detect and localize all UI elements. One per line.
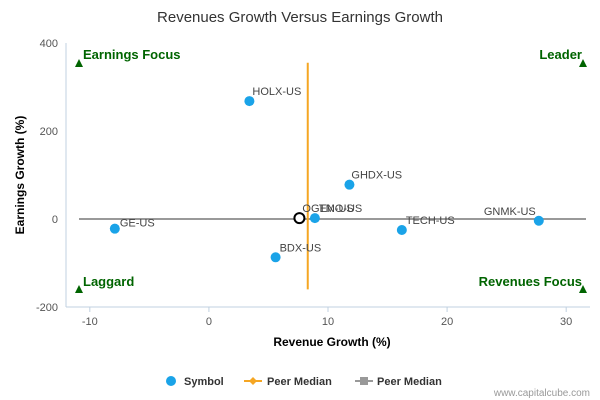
focus-point-label: OGEN-US bbox=[302, 203, 353, 215]
data-point bbox=[244, 96, 255, 107]
quadrant-labels: Earnings Focus Leader Laggard Revenues F… bbox=[75, 47, 587, 293]
focus-point bbox=[293, 212, 306, 225]
legend-peer-median-diamond bbox=[249, 377, 257, 385]
data-label: GE-US bbox=[120, 218, 155, 230]
legend: Symbol Peer Median Peer Median bbox=[166, 376, 442, 388]
legend-item-peer-median-vertical[interactable]: Peer Median bbox=[244, 376, 332, 388]
data-label: TMO-US bbox=[319, 203, 362, 215]
data-point bbox=[533, 215, 544, 226]
legend-peer-median-label-2: Peer Median bbox=[377, 376, 442, 388]
data-label: HOLX-US bbox=[252, 86, 301, 98]
quadrant-label-revenues-focus: Revenues Focus bbox=[479, 274, 582, 289]
x-tick-label: 30 bbox=[560, 316, 572, 328]
plot-area bbox=[65, 43, 590, 308]
credit: www.capitalcube.com bbox=[493, 388, 590, 399]
legend-item-peer-median-horizontal[interactable]: Peer Median bbox=[355, 376, 442, 388]
quadrant-label-leader: Leader bbox=[539, 47, 582, 62]
data-point bbox=[396, 225, 407, 235]
y-tick-label: 400 bbox=[40, 38, 58, 50]
legend-peer-median-square bbox=[360, 377, 368, 385]
y-axis-title: Earnings Growth (%) bbox=[13, 116, 27, 235]
y-tick-label: 0 bbox=[52, 214, 58, 226]
x-tick-label: 0 bbox=[206, 316, 212, 328]
data-label: BDX-US bbox=[280, 242, 322, 254]
data-point bbox=[344, 179, 355, 190]
x-axis: -10 0 10 20 30 bbox=[82, 307, 572, 328]
y-tick-label: 200 bbox=[40, 126, 58, 138]
peer-median-lines bbox=[79, 62, 586, 290]
x-tick-label: 10 bbox=[322, 316, 334, 328]
data-points: HOLX-US GHDX-US TMO-US GE-US BDX-US TECH-US GN… bbox=[109, 86, 544, 263]
legend-peer-median-label: Peer Median bbox=[267, 376, 332, 388]
quadrant-marker-bottom-right bbox=[579, 285, 587, 293]
quadrant-label-earnings-focus: Earnings Focus bbox=[83, 47, 181, 62]
data-label: GHDX-US bbox=[351, 170, 402, 182]
legend-symbol-label: Symbol bbox=[184, 376, 224, 388]
quadrant-marker-bottom-left bbox=[75, 285, 83, 293]
x-tick-label: -10 bbox=[82, 316, 98, 328]
data-point bbox=[270, 252, 281, 263]
quadrant-marker-top-right bbox=[579, 59, 587, 67]
quadrant-marker-top-left bbox=[75, 59, 83, 67]
data-label: TECH-US bbox=[406, 215, 455, 227]
data-label: GNMK-US bbox=[484, 206, 536, 218]
quadrant-label-laggard: Laggard bbox=[83, 274, 134, 289]
legend-symbol-marker bbox=[166, 376, 176, 386]
y-axis: -200 0 200 400 bbox=[36, 38, 58, 314]
data-point bbox=[109, 223, 120, 234]
data-point bbox=[309, 213, 320, 224]
legend-item-symbol[interactable]: Symbol bbox=[166, 376, 224, 388]
x-axis-title: Revenue Growth (%) bbox=[273, 335, 390, 349]
y-tick-label: -200 bbox=[36, 302, 58, 314]
x-tick-label: 20 bbox=[441, 316, 453, 328]
chart-title: Revenues Growth Versus Earnings Growth bbox=[157, 9, 443, 26]
